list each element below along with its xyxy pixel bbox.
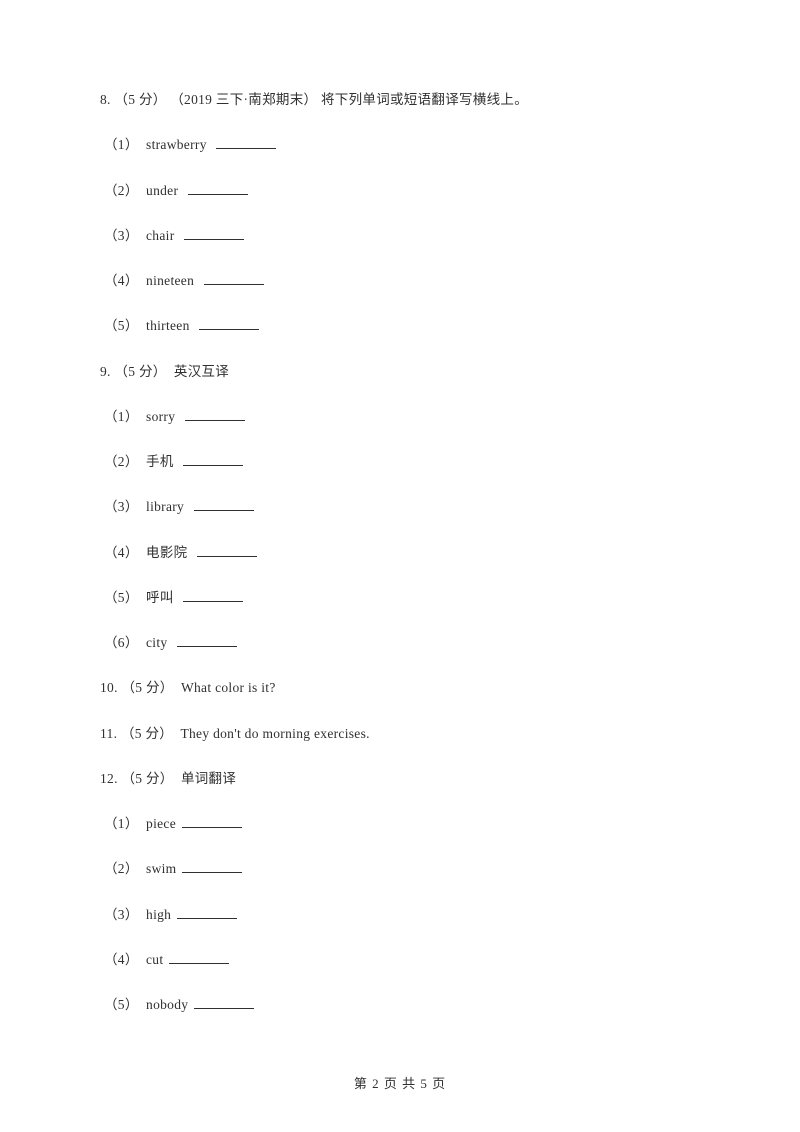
question-points: （5 分） (114, 92, 166, 107)
question-points: （5 分） (121, 771, 173, 786)
item-text: strawberry (146, 137, 207, 152)
question-number: 11. (100, 726, 117, 741)
answer-blank[interactable] (177, 905, 237, 919)
item-number: （5） (104, 997, 139, 1012)
item-text: piece (146, 816, 176, 831)
question-item: （3） library (100, 497, 700, 517)
item-number: （5） (104, 590, 139, 605)
answer-blank[interactable] (169, 950, 229, 964)
page-footer: 第 2 页 共 5 页 (0, 1073, 800, 1092)
question-item: （1） strawberry (100, 135, 700, 155)
footer-current-page: 2 (372, 1076, 380, 1091)
answer-blank[interactable] (184, 226, 244, 240)
question-item: （5） 呼叫 (100, 588, 700, 608)
document-content: 8. （5 分） （2019 三下·南郑期末） 将下列单词或短语翻译写横线上。 … (0, 0, 800, 1015)
item-number: （1） (104, 137, 139, 152)
question-number: 12. (100, 771, 118, 786)
question-points: （5 分） (121, 680, 173, 695)
item-text: nobody (146, 997, 188, 1012)
question-item: （3） chair (100, 226, 700, 246)
question-item: （1） piece (100, 814, 700, 834)
item-number: （4） (104, 273, 139, 288)
footer-middle: 页 共 (380, 1076, 421, 1091)
question-meta: （2019 三下·南郑期末） (170, 92, 317, 107)
answer-blank[interactable] (199, 317, 259, 331)
item-text: 呼叫 (146, 590, 174, 605)
question-prompt: 将下列单词或短语翻译写横线上。 (321, 92, 528, 107)
question-number: 10. (100, 680, 118, 695)
item-number: （2） (104, 454, 139, 469)
item-text: high (146, 907, 171, 922)
item-text: sorry (146, 409, 175, 424)
question-header: 11. （5 分） They don't do morning exercise… (100, 724, 700, 744)
answer-blank[interactable] (197, 543, 257, 557)
question-header: 12. （5 分） 单词翻译 (100, 769, 700, 789)
item-number: （5） (104, 318, 139, 333)
item-text: nineteen (146, 273, 194, 288)
answer-blank[interactable] (204, 272, 264, 286)
question-header: 9. （5 分） 英汉互译 (100, 362, 700, 382)
question-header: 10. （5 分） What color is it? (100, 678, 700, 698)
footer-total-pages: 5 (420, 1076, 428, 1091)
question-item: （2） 手机 (100, 452, 700, 472)
question-item: （2） swim (100, 859, 700, 879)
question-item: （3） high (100, 905, 700, 925)
question-points: （5 分） (121, 726, 173, 741)
answer-blank[interactable] (194, 996, 254, 1010)
item-number: （4） (104, 952, 139, 967)
item-text: 手机 (146, 454, 174, 469)
item-number: （6） (104, 635, 139, 650)
question-item: （4） cut (100, 950, 700, 970)
answer-blank[interactable] (183, 453, 243, 467)
item-text: cut (146, 952, 163, 967)
answer-blank[interactable] (194, 498, 254, 512)
footer-suffix: 页 (428, 1076, 446, 1091)
footer-prefix: 第 (354, 1076, 372, 1091)
item-text: thirteen (146, 318, 190, 333)
item-text: under (146, 183, 178, 198)
question-prompt: 英汉互译 (174, 364, 229, 379)
question-item: （6） city (100, 633, 700, 653)
item-text: chair (146, 228, 174, 243)
question-item: （5） nobody (100, 995, 700, 1015)
question-item: （4） nineteen (100, 271, 700, 291)
item-number: （3） (104, 499, 139, 514)
item-number: （3） (104, 228, 139, 243)
item-number: （2） (104, 183, 139, 198)
question-item: （4） 电影院 (100, 543, 700, 563)
question-prompt: They don't do morning exercises. (180, 726, 369, 741)
item-text: library (146, 499, 184, 514)
question-prompt: What color is it? (181, 680, 276, 695)
question-points: （5 分） (114, 364, 166, 379)
item-text: 电影院 (146, 545, 187, 560)
item-number: （1） (104, 816, 139, 831)
item-number: （1） (104, 409, 139, 424)
answer-blank[interactable] (183, 588, 243, 602)
question-number: 8. (100, 92, 111, 107)
item-number: （2） (104, 861, 139, 876)
item-number: （4） (104, 545, 139, 560)
question-prompt: 单词翻译 (181, 771, 236, 786)
answer-blank[interactable] (182, 815, 242, 829)
answer-blank[interactable] (185, 407, 245, 421)
item-text: swim (146, 861, 176, 876)
answer-blank[interactable] (216, 136, 276, 150)
answer-blank[interactable] (182, 860, 242, 874)
question-item: （5） thirteen (100, 316, 700, 336)
question-item: （1） sorry (100, 407, 700, 427)
question-header: 8. （5 分） （2019 三下·南郑期末） 将下列单词或短语翻译写横线上。 (100, 90, 700, 110)
question-number: 9. (100, 364, 111, 379)
question-item: （2） under (100, 181, 700, 201)
item-text: city (146, 635, 167, 650)
answer-blank[interactable] (188, 181, 248, 195)
answer-blank[interactable] (177, 634, 237, 648)
item-number: （3） (104, 907, 139, 922)
